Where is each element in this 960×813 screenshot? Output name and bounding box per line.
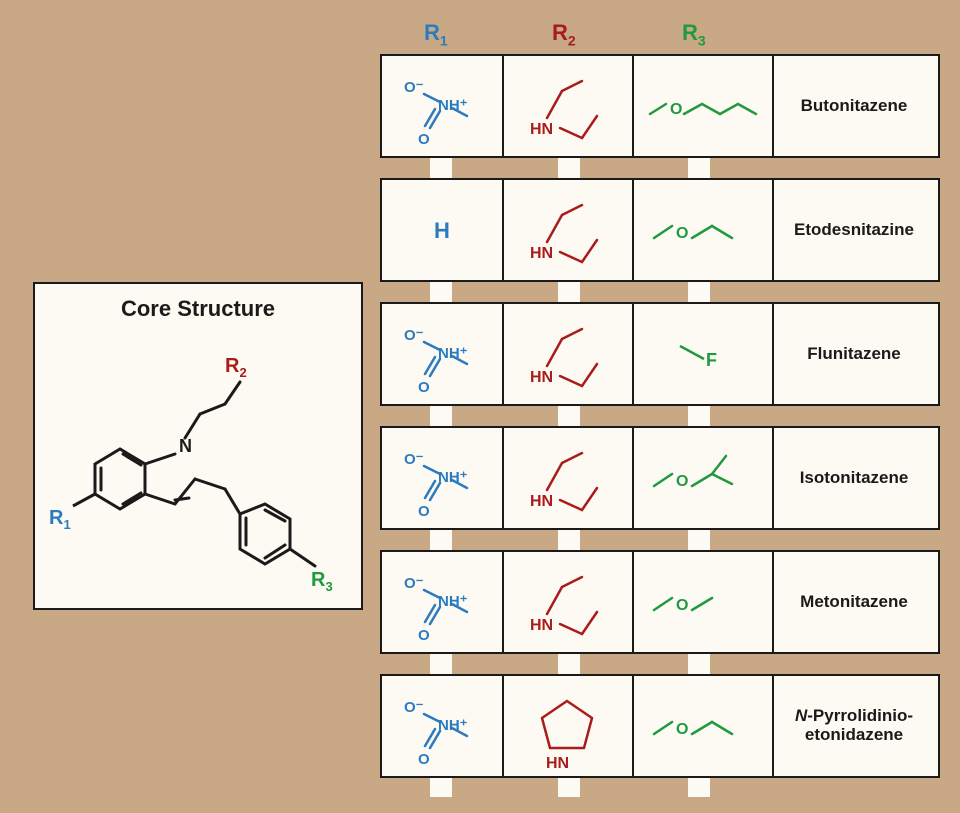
svg-text:O: O	[676, 597, 688, 614]
svg-text:HN: HN	[530, 245, 553, 262]
svg-text:NH⁺: NH⁺	[438, 469, 468, 486]
core-structure-panel: Core Structure N R2	[33, 282, 363, 610]
svg-text:NH⁺: NH⁺	[438, 717, 468, 734]
table-row: O⁻ NH⁺ O HN O Isotonitazene	[380, 426, 940, 530]
compound-name: Metonitazene	[770, 552, 938, 652]
svg-text:O: O	[418, 627, 430, 644]
substituent-grid: O⁻ NH⁺ O HN O Butonitazene H HN O Etodes…	[380, 54, 940, 798]
table-row: O⁻ NH⁺ O HN F Flunitazene	[380, 302, 940, 406]
table-row: O⁻ NH⁺ O HN O Metonitazene	[380, 550, 940, 654]
compound-name: Etodesnitazine	[770, 180, 938, 280]
svg-text:O⁻: O⁻	[404, 575, 424, 592]
svg-text:R1: R1	[49, 507, 71, 532]
r2-cell: HN	[502, 552, 632, 657]
svg-text:O: O	[670, 101, 682, 118]
r2-cell: HN	[502, 180, 632, 285]
r3-cell: O	[632, 56, 772, 161]
r1-cell: O⁻ NH⁺ O	[382, 552, 502, 657]
svg-text:O: O	[676, 225, 688, 242]
r1-cell: O⁻ NH⁺ O	[382, 304, 502, 409]
svg-text:NH⁺: NH⁺	[438, 593, 468, 610]
svg-text:O⁻: O⁻	[404, 327, 424, 344]
r2-cell: HN	[502, 428, 632, 533]
r3-cell: O	[632, 552, 772, 657]
table-row: O⁻ NH⁺ O HN O N-Pyrrolidinio-etonidazene	[380, 674, 940, 778]
r2-cell: HN	[502, 304, 632, 409]
compound-name: Flunitazene	[770, 304, 938, 404]
svg-text:O: O	[418, 131, 430, 148]
header-r2: R2	[552, 20, 576, 48]
svg-text:F: F	[706, 350, 717, 370]
svg-text:O⁻: O⁻	[404, 79, 424, 96]
svg-text:O⁻: O⁻	[404, 451, 424, 468]
core-title: Core Structure	[35, 296, 361, 322]
svg-text:NH⁺: NH⁺	[438, 345, 468, 362]
r3-cell: O	[632, 676, 772, 781]
r2-cell: HN	[502, 56, 632, 161]
svg-text:H: H	[434, 218, 450, 243]
header-r3: R3	[682, 20, 706, 48]
svg-text:HN: HN	[546, 755, 569, 772]
compound-name: Butonitazene	[770, 56, 938, 156]
r1-cell: O⁻ NH⁺ O	[382, 56, 502, 161]
compound-name: N-Pyrrolidinio-etonidazene	[770, 676, 938, 776]
r3-cell: F	[632, 304, 772, 409]
svg-text:HN: HN	[530, 121, 553, 138]
r3-cell: O	[632, 180, 772, 285]
svg-text:R2: R2	[225, 355, 247, 380]
header-r1: R1	[424, 20, 448, 48]
r3-cell: O	[632, 428, 772, 533]
svg-text:R3: R3	[311, 569, 333, 594]
r1-cell: O⁻ NH⁺ O	[382, 676, 502, 781]
svg-text:O: O	[418, 379, 430, 396]
svg-text:HN: HN	[530, 493, 553, 510]
core-structure-svg: N R2 R3 R1	[35, 334, 361, 604]
svg-text:NH⁺: NH⁺	[438, 97, 468, 114]
table-row: H HN O Etodesnitazine	[380, 178, 940, 282]
table-row: O⁻ NH⁺ O HN O Butonitazene	[380, 54, 940, 158]
r2-cell: HN	[502, 676, 632, 781]
svg-text:O: O	[676, 721, 688, 738]
svg-text:O: O	[676, 473, 688, 490]
svg-text:O: O	[418, 503, 430, 520]
svg-text:HN: HN	[530, 369, 553, 386]
compound-name: Isotonitazene	[770, 428, 938, 528]
svg-text:HN: HN	[530, 617, 553, 634]
svg-text:O: O	[418, 751, 430, 768]
r1-cell: H	[382, 180, 502, 285]
r1-cell: O⁻ NH⁺ O	[382, 428, 502, 533]
svg-text:O⁻: O⁻	[404, 699, 424, 716]
